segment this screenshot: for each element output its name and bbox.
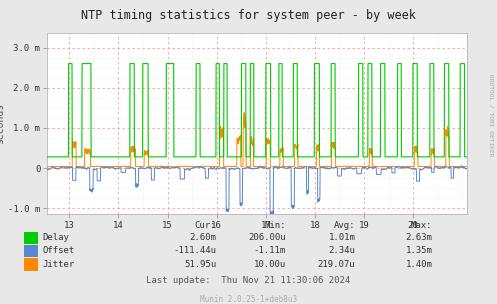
Text: -111.44u: -111.44u xyxy=(173,246,216,255)
Y-axis label: seconds: seconds xyxy=(0,103,5,144)
Text: NTP timing statistics for system peer - by week: NTP timing statistics for system peer - … xyxy=(81,9,416,22)
Text: 51.95u: 51.95u xyxy=(184,260,216,269)
Text: 1.35m: 1.35m xyxy=(406,246,432,255)
Text: Munin 2.0.25-1+deb8u3: Munin 2.0.25-1+deb8u3 xyxy=(200,295,297,304)
Text: 2.34u: 2.34u xyxy=(329,246,355,255)
Text: -1.11m: -1.11m xyxy=(253,246,286,255)
Text: 10.00u: 10.00u xyxy=(253,260,286,269)
Text: Min:: Min: xyxy=(264,221,286,230)
Text: 2.63m: 2.63m xyxy=(406,233,432,242)
Text: Avg:: Avg: xyxy=(334,221,355,230)
Text: 2.60m: 2.60m xyxy=(189,233,216,242)
Text: Max:: Max: xyxy=(411,221,432,230)
Text: 1.40m: 1.40m xyxy=(406,260,432,269)
Text: 1.01m: 1.01m xyxy=(329,233,355,242)
Text: Last update:  Thu Nov 21 11:30:06 2024: Last update: Thu Nov 21 11:30:06 2024 xyxy=(147,276,350,285)
Text: 219.07u: 219.07u xyxy=(318,260,355,269)
Text: Offset: Offset xyxy=(42,246,75,255)
Text: Delay: Delay xyxy=(42,233,69,242)
Text: Cur:: Cur: xyxy=(195,221,216,230)
Text: Jitter: Jitter xyxy=(42,260,75,269)
Text: RRDTOOL / TOBI OETIKER: RRDTOOL / TOBI OETIKER xyxy=(489,74,494,157)
Text: 206.00u: 206.00u xyxy=(248,233,286,242)
